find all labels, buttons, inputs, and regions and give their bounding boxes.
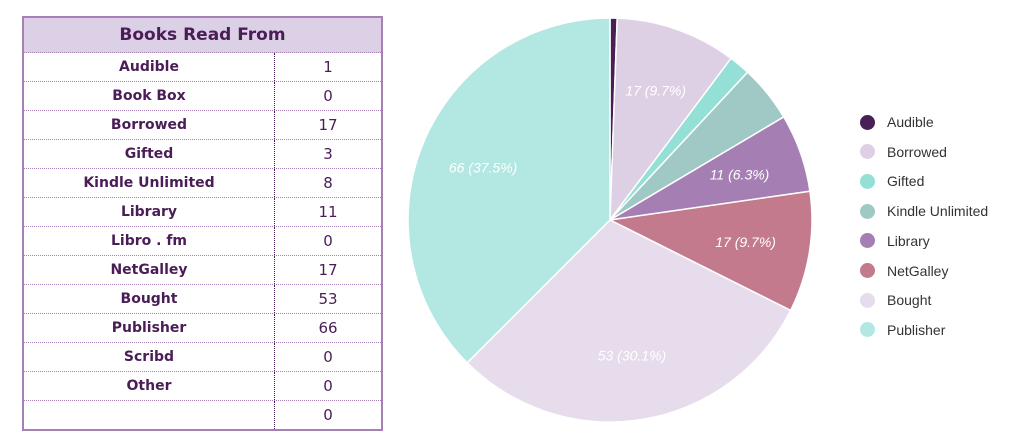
legend-label: Borrowed xyxy=(887,143,947,160)
legend-label: NetGalley xyxy=(887,262,949,279)
row-name xyxy=(24,401,275,429)
legend-label: Audible xyxy=(887,114,934,130)
legend-swatch-icon xyxy=(860,263,875,278)
table-row: Kindle Unlimited 8 xyxy=(24,169,381,198)
legend-swatch-icon xyxy=(860,292,875,308)
row-name: Library xyxy=(24,198,275,226)
row-value: 53 xyxy=(318,290,338,308)
row-value: 17 xyxy=(318,261,338,279)
row-value: 0 xyxy=(323,406,333,424)
legend-item: Bought xyxy=(860,292,931,308)
row-value: 3 xyxy=(323,145,333,163)
data-label: 11 (6.3%) xyxy=(710,166,770,182)
row-name: Borrowed xyxy=(24,111,275,139)
table-row: 0 xyxy=(24,401,381,429)
table-row: Publisher 66 xyxy=(24,314,381,343)
row-name: Gifted xyxy=(24,140,275,168)
table-row: NetGalley 17 xyxy=(24,256,381,285)
legend-item: NetGalley xyxy=(860,263,948,279)
row-value: 0 xyxy=(323,377,333,395)
row-name: Publisher xyxy=(24,314,275,342)
row-name: Scribd xyxy=(24,343,275,371)
row-name: Audible xyxy=(24,53,275,81)
table-row: Bought 53 xyxy=(24,285,381,314)
pie-slice-publisher xyxy=(407,17,611,364)
row-name: Kindle Unlimited xyxy=(24,169,275,197)
data-label: 66 (37.5%) xyxy=(449,159,517,175)
legend-item: Borrowed xyxy=(860,144,947,160)
pie-slice-bought xyxy=(466,219,792,423)
legend-item: Kindle Unlimited xyxy=(860,203,988,219)
legend-item: Library xyxy=(860,233,930,249)
row-value: 1 xyxy=(323,58,333,76)
data-label: 53 (30.1%) xyxy=(598,348,666,364)
legend-label: Library xyxy=(887,232,930,249)
table-row: Libro . fm 0 xyxy=(24,227,381,256)
row-name: NetGalley xyxy=(24,256,275,284)
legend-label: Publisher xyxy=(887,321,946,338)
row-value: 11 xyxy=(318,203,338,221)
legend-label: Gifted xyxy=(887,173,925,190)
data-label: 17 (9.7%) xyxy=(625,82,686,98)
legend-item: Audible xyxy=(860,114,934,130)
legend-item: Gifted xyxy=(860,173,924,189)
row-value: 17 xyxy=(318,116,338,134)
table-row: Borrowed 17 xyxy=(24,111,381,140)
row-name: Book Box xyxy=(24,82,275,110)
row-name: Libro . fm xyxy=(24,227,275,255)
table-row: Audible 1 xyxy=(24,53,381,82)
row-value: 0 xyxy=(323,87,333,105)
legend-swatch-icon xyxy=(860,173,875,189)
row-value: 8 xyxy=(323,174,333,192)
row-value: 0 xyxy=(323,348,333,366)
pie-slice-borrowed xyxy=(609,17,733,223)
row-value: 0 xyxy=(323,232,333,250)
legend-label: Bought xyxy=(887,292,932,309)
row-name: Bought xyxy=(24,285,275,313)
legend-swatch-icon xyxy=(860,144,875,160)
legend-swatch-icon xyxy=(860,322,875,338)
table-title: Books Read From xyxy=(24,18,381,53)
table-row: Library 11 xyxy=(24,198,381,227)
row-name: Other xyxy=(24,372,275,400)
legend-swatch-icon xyxy=(860,203,875,219)
legend-label: Kindle Unlimited xyxy=(887,203,989,220)
legend-item: Publisher xyxy=(860,322,945,338)
legend-swatch-icon xyxy=(860,114,875,130)
table-row: Gifted 3 xyxy=(24,140,381,169)
row-value: 66 xyxy=(318,319,338,337)
table-row: Book Box 0 xyxy=(24,82,381,111)
table-row: Scribd 0 xyxy=(24,343,381,372)
table-row: Other 0 xyxy=(24,372,381,401)
books-read-from-table: Books Read From Audible 1 Book Box 0 Borrowe… xyxy=(22,16,383,431)
data-label: 17 (9.7%) xyxy=(715,234,776,250)
pie-slice-netgalley xyxy=(607,190,813,312)
legend-swatch-icon xyxy=(860,233,875,249)
